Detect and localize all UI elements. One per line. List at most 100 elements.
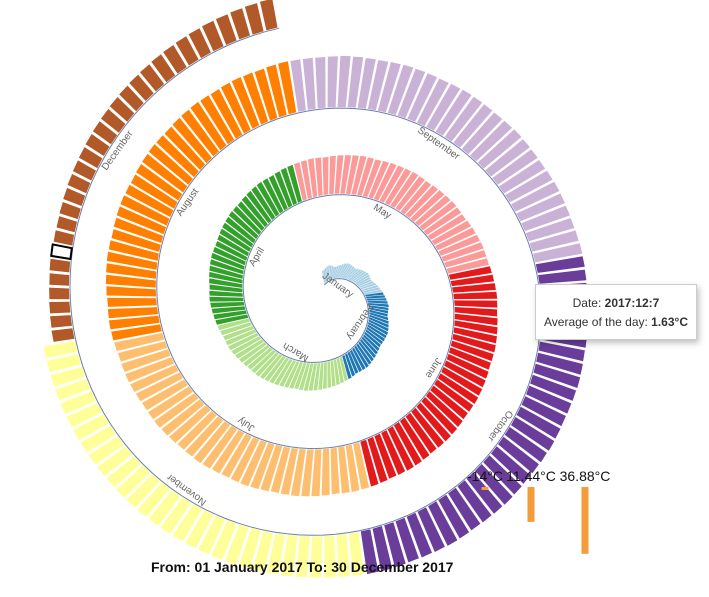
day-bar-january-14[interactable]: [339, 263, 349, 278]
day-bar-june-3[interactable]: [452, 283, 496, 293]
day-bar-june-25[interactable]: [393, 422, 422, 466]
day-bar-january-3[interactable]: [324, 267, 327, 283]
day-bar-may-2[interactable]: [300, 160, 312, 199]
day-bar-october-23[interactable]: [448, 487, 481, 531]
day-bar-january-2[interactable]: [323, 269, 326, 284]
day-bar-august-5[interactable]: [106, 286, 157, 297]
day-bar-august-12[interactable]: [116, 206, 167, 235]
day-bar-may-6[interactable]: [329, 155, 336, 195]
day-bar-april-12[interactable]: [211, 252, 245, 270]
day-bar-may-4[interactable]: [315, 157, 323, 197]
day-bar-september-27[interactable]: [521, 205, 570, 232]
day-bar-december-10[interactable]: [59, 202, 81, 220]
day-bar-september-19[interactable]: [469, 120, 513, 162]
day-bar-march-19[interactable]: [259, 354, 283, 380]
day-bar-july-19[interactable]: [185, 416, 224, 457]
day-bar-july-3[interactable]: [338, 446, 350, 494]
day-bar-october-2[interactable]: [538, 269, 587, 284]
day-bar-march-27[interactable]: [228, 333, 259, 351]
day-bar-march-25[interactable]: [235, 339, 264, 359]
day-bar-february-12[interactable]: [368, 319, 389, 332]
day-bar-september-14[interactable]: [426, 83, 461, 131]
day-bar-june-17[interactable]: [434, 379, 474, 412]
day-bar-august-21[interactable]: [172, 117, 212, 164]
day-bar-february-6[interactable]: [368, 305, 389, 311]
day-bar-august-7[interactable]: [106, 263, 157, 279]
day-bar-june-23[interactable]: [405, 412, 437, 454]
day-bar-february-11[interactable]: [369, 317, 389, 328]
day-bar-may-10[interactable]: [351, 155, 367, 195]
day-bar-july-22[interactable]: [161, 399, 205, 436]
day-bar-november-8[interactable]: [252, 531, 273, 572]
day-bar-july-15[interactable]: [221, 433, 252, 478]
day-bar-september-9[interactable]: [377, 62, 401, 113]
day-bar-december-26[interactable]: [202, 20, 224, 52]
day-bar-september-22[interactable]: [492, 149, 538, 185]
day-bar-october-29[interactable]: [384, 522, 406, 568]
day-bar-september-4[interactable]: [327, 56, 338, 108]
day-bar-april-23[interactable]: [246, 190, 272, 224]
day-bar-may-30[interactable]: [444, 250, 487, 268]
day-bar-february-28[interactable]: [342, 355, 352, 380]
day-bar-april-8[interactable]: [209, 278, 243, 288]
day-bar-september-29[interactable]: [529, 230, 579, 252]
day-bar-august-1[interactable]: [111, 324, 162, 341]
day-bar-january-25[interactable]: [356, 277, 371, 286]
day-bar-january-10[interactable]: [333, 265, 339, 279]
day-bar-september-28[interactable]: [525, 218, 575, 242]
day-bar-november-28[interactable]: [50, 366, 86, 387]
day-bar-january-5[interactable]: [327, 265, 330, 282]
day-bar-january-31[interactable]: [363, 289, 382, 295]
day-bar-august-19[interactable]: [156, 135, 199, 178]
day-bar-december-30[interactable]: [260, 0, 278, 31]
day-bar-december-1[interactable]: [51, 328, 75, 342]
day-bar-july-13[interactable]: [240, 440, 267, 487]
day-bar-february-17[interactable]: [364, 331, 381, 348]
day-bar-may-17[interactable]: [390, 171, 419, 208]
day-bar-november-2[interactable]: [336, 534, 350, 578]
day-bar-november-26[interactable]: [60, 391, 96, 414]
day-bar-june-7[interactable]: [454, 313, 498, 326]
day-bar-august-24[interactable]: [200, 95, 235, 145]
day-bar-february-27[interactable]: [345, 353, 356, 377]
day-bar-august-20[interactable]: [164, 126, 206, 170]
day-bar-april-18[interactable]: [225, 216, 256, 244]
day-bar-november-5[interactable]: [295, 536, 310, 578]
day-bar-november-20[interactable]: [106, 456, 142, 488]
day-bar-february-13[interactable]: [368, 321, 388, 336]
day-bar-september-16[interactable]: [444, 96, 483, 142]
day-bar-june-13[interactable]: [446, 353, 489, 379]
day-bar-june-19[interactable]: [426, 391, 463, 427]
day-bar-april-4[interactable]: [210, 302, 245, 308]
day-bar-december-22[interactable]: [151, 54, 176, 83]
day-bar-september-2[interactable]: [302, 57, 316, 110]
day-bar-may-16[interactable]: [384, 168, 412, 206]
day-bar-august-15[interactable]: [130, 174, 178, 209]
day-bar-december-20[interactable]: [129, 74, 154, 101]
day-bar-november-13[interactable]: [185, 510, 214, 549]
day-bar-september-6[interactable]: [347, 56, 364, 108]
day-bar-june-28[interactable]: [374, 433, 397, 479]
day-bar-may-8[interactable]: [340, 155, 352, 194]
day-bar-september-18[interactable]: [461, 112, 503, 155]
day-bar-september-21[interactable]: [485, 139, 530, 177]
day-bar-july-21[interactable]: [169, 405, 211, 443]
day-bar-february-14[interactable]: [367, 324, 387, 339]
day-bar-june-20[interactable]: [421, 397, 458, 435]
day-bar-july-26[interactable]: [135, 372, 184, 402]
day-bar-march-15[interactable]: [279, 360, 297, 387]
day-bar-august-30[interactable]: [266, 64, 287, 118]
day-bar-april-3[interactable]: [211, 306, 246, 314]
day-bar-january-6[interactable]: [328, 265, 332, 281]
day-bar-october-22[interactable]: [457, 480, 492, 523]
day-bar-november-17[interactable]: [137, 482, 170, 518]
day-bar-june-22[interactable]: [411, 407, 444, 448]
day-bar-january-22[interactable]: [351, 271, 367, 282]
day-bar-september-30[interactable]: [533, 243, 583, 263]
day-bar-march-11[interactable]: [298, 363, 310, 391]
day-bar-january-24[interactable]: [354, 274, 370, 284]
day-bar-april-11[interactable]: [210, 259, 244, 275]
day-bar-february-2[interactable]: [365, 295, 386, 299]
day-bar-february-25[interactable]: [349, 349, 362, 373]
day-bar-may-14[interactable]: [373, 162, 397, 201]
